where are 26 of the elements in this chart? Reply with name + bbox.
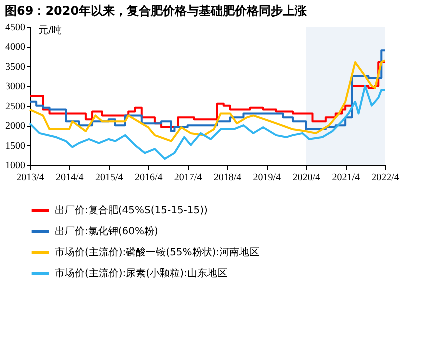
y-tick-label: 2000: [6, 121, 26, 132]
y-tick-label: 4500: [6, 22, 26, 34]
y-tick-label: 2500: [6, 101, 26, 112]
y-tick-label: 1500: [6, 140, 26, 152]
legend-label: 市场价(主流价):磷酸一铵(55%粉状):河南地区: [55, 246, 260, 258]
x-tick-label: 2019/4: [253, 172, 282, 184]
y-tick-label: 3500: [6, 62, 26, 73]
y-axis-title: 元/吨: [38, 24, 62, 36]
x-tick-label: 2021/4: [332, 172, 360, 184]
y-tick-label: 3000: [6, 82, 26, 93]
x-tick-label: 2014/4: [56, 172, 84, 184]
line-series: [29, 60, 386, 142]
x-tick-label: 2016/4: [134, 172, 163, 184]
line-series: [29, 85, 386, 160]
x-tick-label: 2018/4: [214, 172, 242, 184]
y-tick-label: 4000: [6, 42, 26, 54]
legend-label: 市场价(主流价):尿素(小颗粒):山东地区: [55, 268, 228, 280]
x-tick-label: 2020/4: [292, 172, 321, 184]
y-tick-label: 1000: [6, 160, 26, 172]
x-tick-label: 2017/4: [174, 172, 202, 184]
chart-title: 图69：2020年以来，复合肥价格与基础肥价格同步上涨: [5, 4, 308, 18]
x-tick-label: 2022/4: [372, 172, 400, 184]
legend-label: 出厂价:复合肥(45%S(15-15-15)): [55, 204, 208, 216]
x-tick-label: 2013/4: [16, 172, 44, 184]
legend-label: 出厂价:氯化钾(60%粉): [55, 226, 158, 238]
x-tick-label: 2015/4: [95, 172, 124, 184]
